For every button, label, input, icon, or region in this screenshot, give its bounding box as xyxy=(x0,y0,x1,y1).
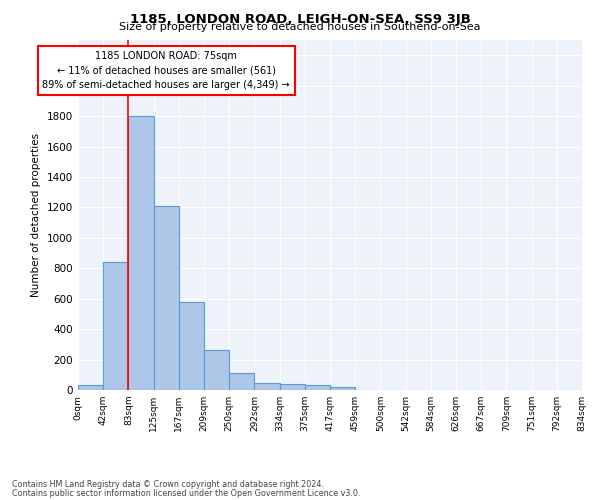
Bar xyxy=(154,206,179,390)
Bar xyxy=(204,350,229,390)
Bar xyxy=(330,387,355,390)
Bar xyxy=(229,372,254,390)
Text: 1185, LONDON ROAD, LEIGH-ON-SEA, SS9 3JB: 1185, LONDON ROAD, LEIGH-ON-SEA, SS9 3JB xyxy=(130,12,470,26)
Bar xyxy=(78,386,103,390)
Bar xyxy=(305,386,330,390)
Text: Contains HM Land Registry data © Crown copyright and database right 2024.: Contains HM Land Registry data © Crown c… xyxy=(12,480,324,489)
Bar xyxy=(254,382,280,390)
Bar xyxy=(179,302,204,390)
Text: Size of property relative to detached houses in Southend-on-Sea: Size of property relative to detached ho… xyxy=(119,22,481,32)
Bar xyxy=(280,384,305,390)
Bar xyxy=(103,262,128,390)
Text: Contains public sector information licensed under the Open Government Licence v3: Contains public sector information licen… xyxy=(12,488,361,498)
Text: 1185 LONDON ROAD: 75sqm
← 11% of detached houses are smaller (561)
89% of semi-d: 1185 LONDON ROAD: 75sqm ← 11% of detache… xyxy=(43,50,290,90)
Bar xyxy=(128,116,154,390)
Y-axis label: Number of detached properties: Number of detached properties xyxy=(31,133,41,297)
